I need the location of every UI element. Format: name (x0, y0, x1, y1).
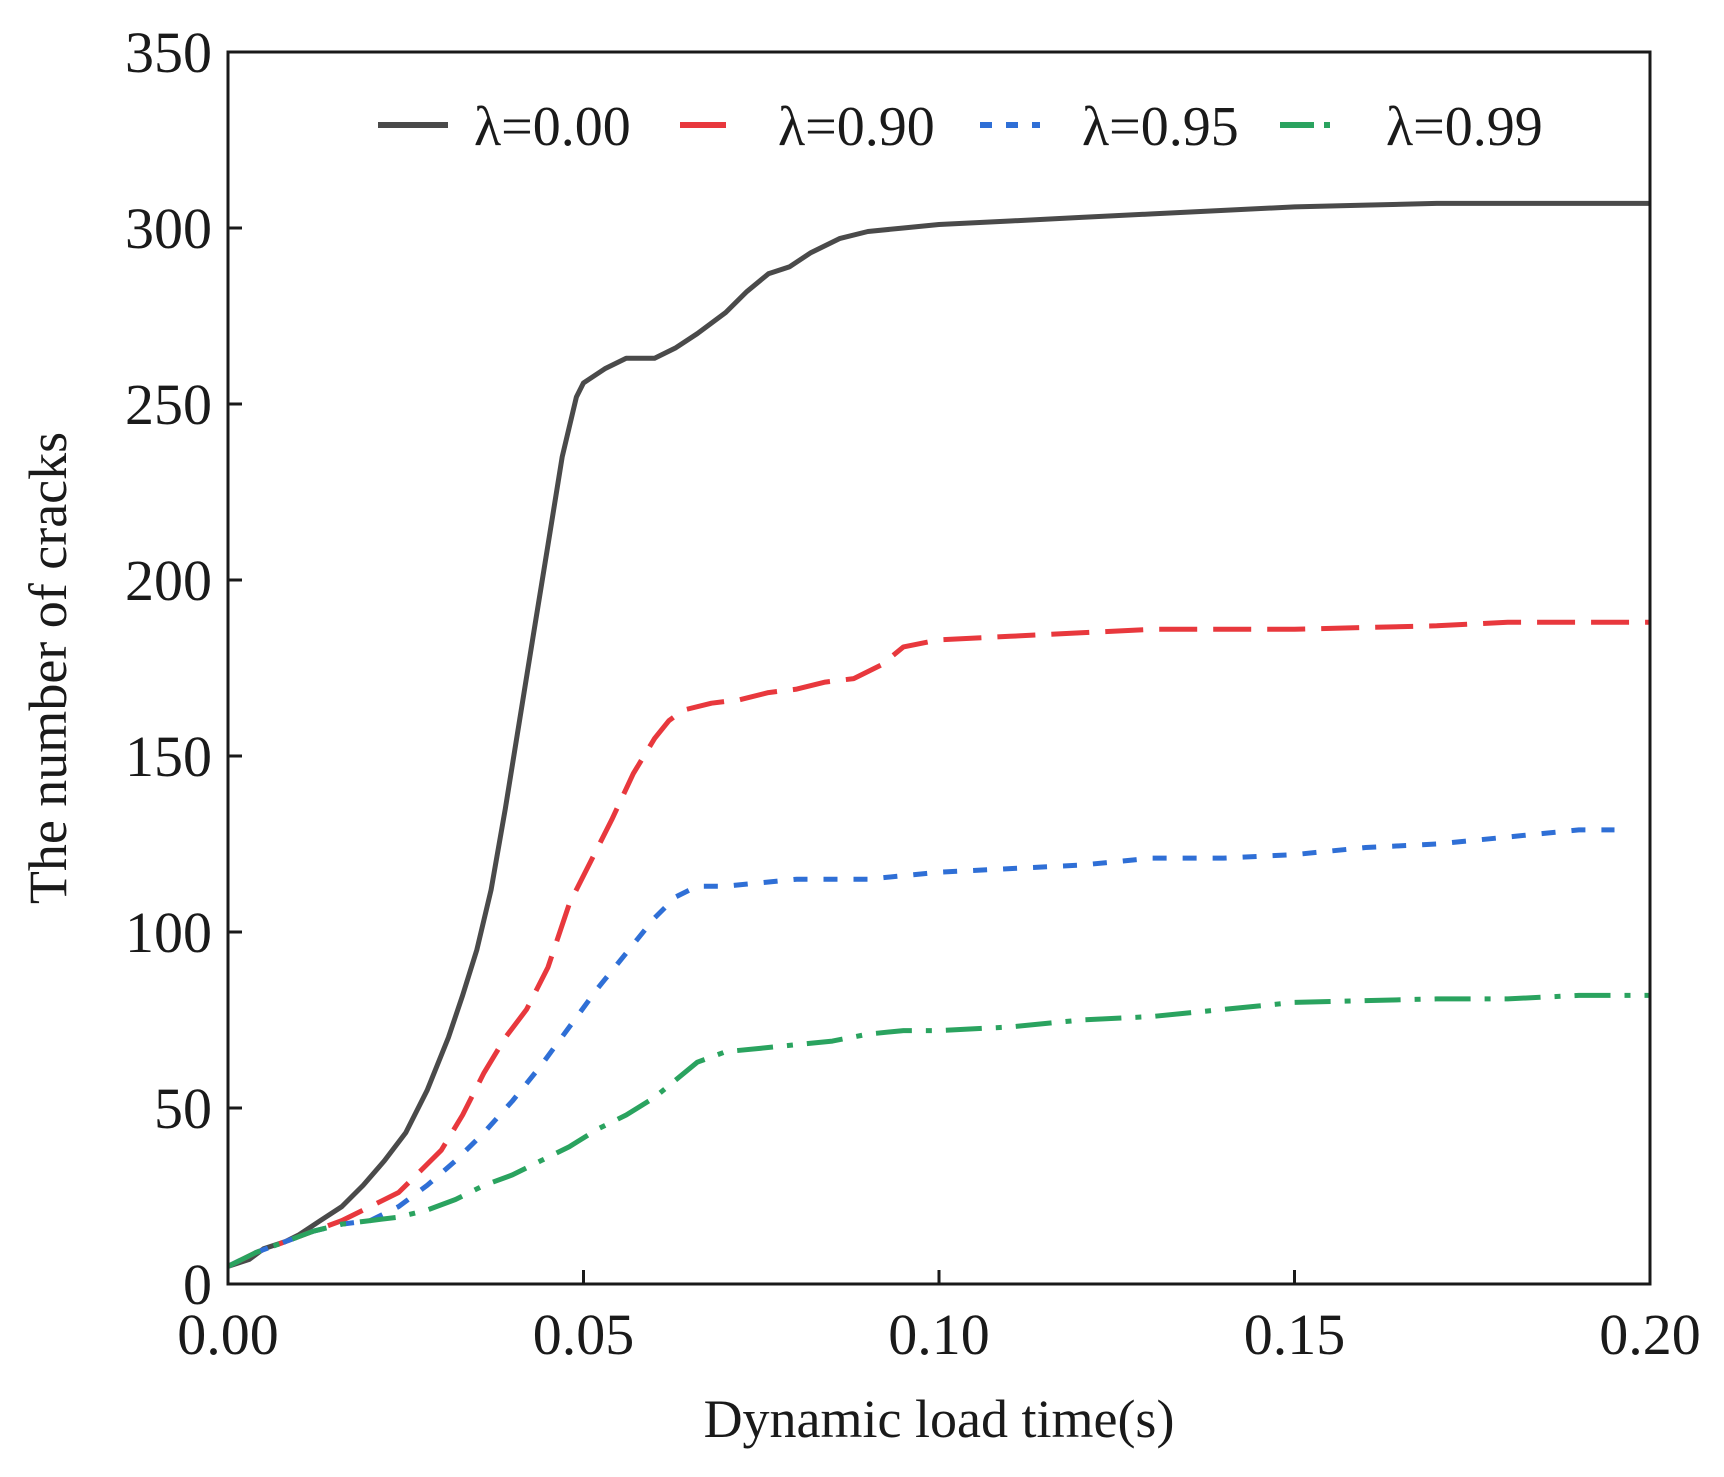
x-tick-label: 0.05 (533, 1302, 635, 1367)
x-tick-label: 0.20 (1599, 1302, 1701, 1367)
ticks-layer: 0.00 0.05 0.10 0.15 0.20 0 50 100 150 200 250 300 35… (125, 20, 1701, 1367)
y-axis-title: The number of cracks (18, 432, 78, 904)
y-tick-label: 50 (154, 1076, 212, 1141)
y-tick-label: 350 (125, 20, 212, 85)
series-line-1 (226, 619, 1650, 1269)
x-tick-label: 0.00 (177, 1302, 279, 1367)
x-tick-label: 0.15 (1244, 1302, 1346, 1367)
series-line-3 (226, 992, 1650, 1269)
plot-frame (226, 50, 1652, 1286)
legend-label-3: λ=0.99 (1386, 96, 1543, 158)
legend-label-0: λ=0.00 (474, 96, 631, 158)
y-tick-label: 250 (125, 372, 212, 437)
series-line-2 (226, 827, 1615, 1269)
legend-label-2: λ=0.95 (1082, 96, 1239, 158)
series-line-0 (227, 200, 1650, 1269)
y-tick-label: 150 (125, 724, 212, 789)
x-tick-label: 0.10 (888, 1302, 990, 1367)
series-layer (226, 200, 1650, 1269)
x-axis-title: Dynamic load time(s) (704, 1389, 1175, 1449)
y-tick-label: 300 (125, 196, 212, 261)
y-tick-label: 0 (183, 1252, 212, 1317)
y-tick-label: 200 (125, 548, 212, 613)
legend: λ=0.00 λ=0.90 λ=0.95 λ=0.99 (378, 96, 1543, 158)
legend-label-1: λ=0.90 (778, 96, 935, 158)
y-tick-label: 100 (125, 900, 212, 965)
